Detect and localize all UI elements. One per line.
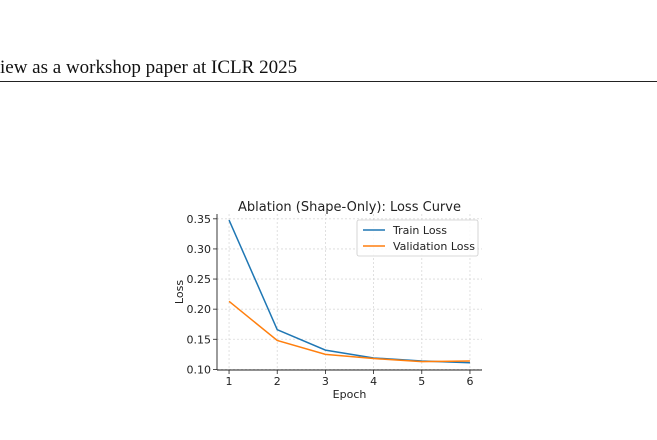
tick-labels: 1 2 3 4 5 6 0.10 0.15 0.20 0.25 0.30 0.35 <box>187 213 474 388</box>
x-axis-label: Epoch <box>333 388 367 401</box>
x-tick-label: 6 <box>466 375 473 388</box>
legend-label: Train Loss <box>392 224 447 237</box>
header-rule <box>0 81 657 82</box>
running-header: iew as a workshop paper at ICLR 2025 <box>0 57 298 78</box>
y-tick-label: 0.20 <box>187 303 212 316</box>
axes <box>213 214 482 374</box>
y-tick-label: 0.25 <box>187 273 212 286</box>
legend-label: Validation Loss <box>393 240 475 253</box>
y-tick-label: 0.10 <box>187 363 212 376</box>
legend: Train Loss Validation Loss <box>356 219 479 257</box>
y-tick-label: 0.35 <box>187 213 212 226</box>
x-tick-label: 3 <box>322 375 329 388</box>
x-tick-label: 5 <box>418 375 425 388</box>
y-tick-label: 0.30 <box>187 243 212 256</box>
series-lines <box>228 219 470 364</box>
x-tick-label: 2 <box>274 375 281 388</box>
x-tick-label: 4 <box>370 375 377 388</box>
legend-box <box>356 219 479 257</box>
chart-title: Ablation (Shape-Only): Loss Curve <box>238 200 461 215</box>
y-tick-label: 0.15 <box>187 333 212 346</box>
x-tick-label: 1 <box>226 375 233 388</box>
series-line-1 <box>228 300 470 363</box>
y-axis-label: Loss <box>173 280 186 304</box>
